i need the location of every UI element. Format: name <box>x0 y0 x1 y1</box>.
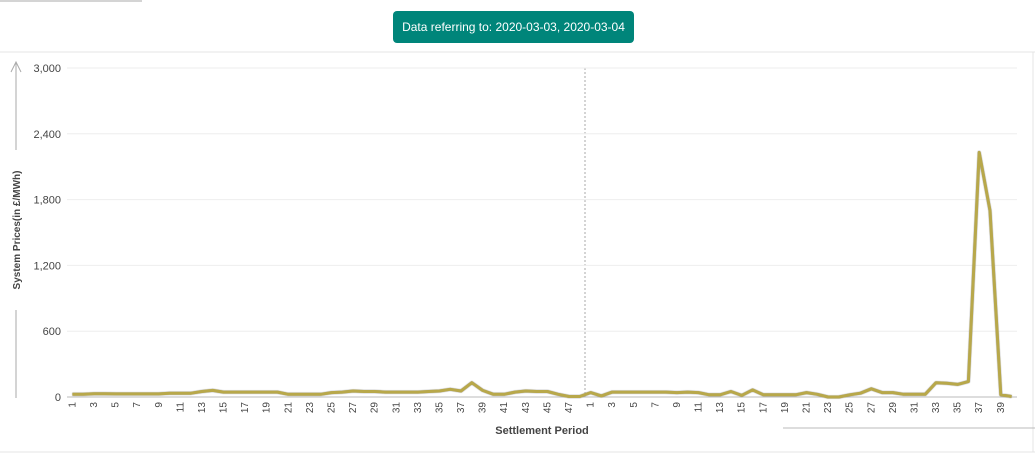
y-tick-label: 600 <box>43 326 61 338</box>
x-tick-label: 21 <box>801 402 812 414</box>
x-tick-label: 23 <box>305 402 316 414</box>
y-axis-title: System Prices(in £/MWh) <box>12 171 23 290</box>
x-tick-label: 19 <box>780 402 791 414</box>
y-tick-label: 3,000 <box>33 63 61 75</box>
x-tick-label: 41 <box>499 402 510 414</box>
x-tick-label: 37 <box>456 402 467 414</box>
date-badge: Data referring to: 2020-03-03, 2020-03-0… <box>393 11 634 43</box>
x-tick-label: 21 <box>283 402 294 414</box>
x-tick-label: 25 <box>845 402 856 414</box>
x-tick-label: 47 <box>564 402 575 414</box>
x-tick-label: 29 <box>888 402 899 414</box>
x-tick-label: 39 <box>478 402 489 414</box>
x-tick-label: 45 <box>542 402 553 414</box>
x-tick-label: 5 <box>629 402 640 408</box>
x-tick-label: 5 <box>111 402 122 408</box>
x-tick-label: 19 <box>262 402 273 414</box>
x-tick-label: 23 <box>823 402 834 414</box>
x-tick-label: 29 <box>370 402 381 414</box>
y-tick-label: 2,400 <box>33 129 61 141</box>
x-tick-label: 3 <box>89 402 100 408</box>
x-tick-label: 33 <box>931 402 942 414</box>
x-tick-label: 9 <box>154 402 165 408</box>
x-tick-label: 35 <box>434 402 445 414</box>
x-tick-label: 3 <box>607 402 618 408</box>
x-tick-label: 1 <box>67 402 78 408</box>
price-line <box>72 150 1012 399</box>
x-tick-label: 31 <box>909 402 920 414</box>
x-tick-label: 1 <box>586 402 597 408</box>
x-tick-label: 31 <box>391 402 402 414</box>
axis-arrow-head <box>10 60 22 73</box>
x-tick-label: 15 <box>737 402 748 414</box>
y-tick-label: 0 <box>55 392 61 404</box>
x-axis-title: Settlement Period <box>495 425 589 437</box>
x-tick-label: 43 <box>521 402 532 414</box>
y-tick-label: 1,800 <box>33 195 61 207</box>
x-tick-label: 7 <box>132 402 143 408</box>
y-tick-label: 1,200 <box>33 260 61 272</box>
x-tick-label: 27 <box>348 402 359 414</box>
x-tick-label: 13 <box>197 402 208 414</box>
x-tick-label: 11 <box>175 402 186 413</box>
x-tick-label: 35 <box>953 402 964 414</box>
x-tick-label: 39 <box>996 402 1007 414</box>
x-tick-label: 25 <box>326 402 337 414</box>
x-tick-label: 33 <box>413 402 424 414</box>
x-tick-label: 7 <box>650 402 661 408</box>
x-tick-label: 13 <box>715 402 726 414</box>
x-tick-label: 37 <box>974 402 985 414</box>
x-tick-label: 15 <box>219 402 230 414</box>
x-tick-label: 27 <box>866 402 877 414</box>
x-tick-label: 11 <box>694 402 705 413</box>
x-tick-label: 17 <box>758 402 769 414</box>
x-tick-label: 17 <box>240 402 251 414</box>
x-tick-label: 9 <box>672 402 683 408</box>
